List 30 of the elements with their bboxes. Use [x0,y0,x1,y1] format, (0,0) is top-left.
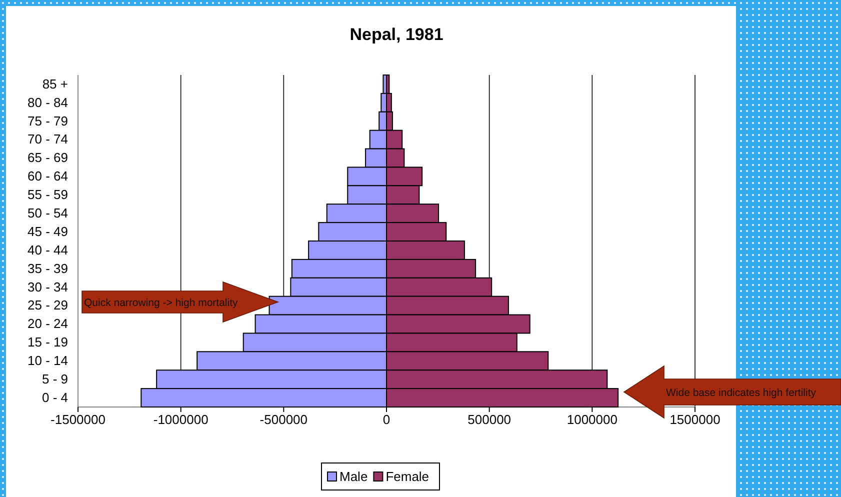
x-tick-label: 0 [382,412,390,428]
x-tick-label: -1500000 [50,412,106,428]
y-tick-label: 75 - 79 [28,113,68,128]
y-tick-label: 25 - 29 [28,298,68,313]
y-tick-label: 10 - 14 [28,353,68,368]
y-tick-label: 60 - 64 [28,168,68,184]
x-tick-label: -500000 [260,412,308,428]
x-tick-label: 1500000 [670,412,720,428]
chart-title: Nepal, 1981 [350,25,444,44]
y-tick-label: 45 - 49 [28,224,68,239]
legend-label: Female [386,469,430,484]
y-tick-label: 55 - 59 [28,187,68,202]
y-tick-label: 65 - 69 [28,150,68,166]
x-tick-label: -1000000 [153,412,208,428]
annotation: Wide base indicates high fertility [666,387,817,399]
y-tick-label: 0 - 4 [42,390,68,405]
y-tick-label: 80 - 84 [28,94,68,110]
y-tick-label: 40 - 44 [28,242,68,258]
y-tick-label: 15 - 19 [28,334,68,350]
annotation: Quick narrowing -> high mortality [84,297,239,309]
x-tick-label: 1000000 [566,412,618,428]
y-tick-label: 20 - 24 [28,316,68,332]
x-tick-label: 500000 [468,412,512,428]
y-tick-label: 30 - 34 [28,279,68,294]
y-tick-label: 85 + [42,76,68,92]
legend-label: Male [340,469,368,484]
y-tick-label: 5 - 9 [42,371,68,386]
y-tick-label: 35 - 39 [28,260,68,276]
y-tick-label: 50 - 54 [28,205,68,220]
y-tick-label: 70 - 74 [28,132,68,147]
